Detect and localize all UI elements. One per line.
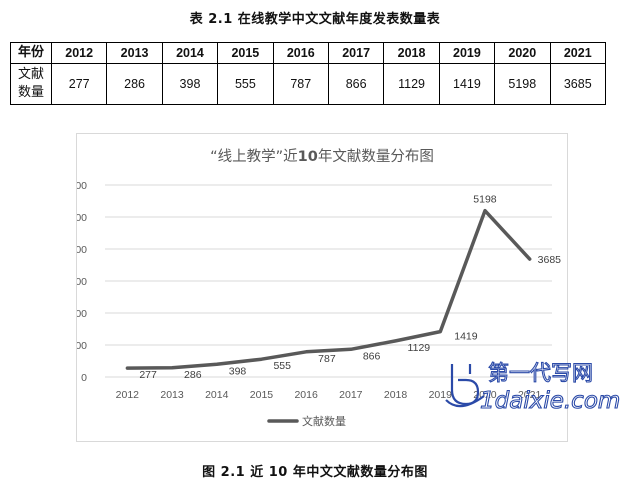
data-label: 1129 — [408, 342, 431, 354]
year-cell: 2019 — [438, 42, 496, 64]
year-cell: 2016 — [272, 42, 329, 64]
x-tick-label: 2019 — [429, 389, 453, 401]
data-label: 398 — [229, 365, 247, 377]
chart-svg: “线上教学”近10年文献数量分布图 0 1000 2000 3000 4000 5000 60… — [77, 148, 562, 428]
data-label: 5198 — [473, 194, 497, 206]
x-tick-label: 2017 — [339, 389, 363, 401]
x-tick-label: 2015 — [250, 389, 274, 401]
year-cell: 2017 — [327, 42, 385, 64]
year-cell: 2012 — [50, 42, 108, 64]
data-label: 1419 — [454, 331, 478, 343]
data-label: 277 — [139, 369, 157, 381]
x-tick-label: 2020 — [473, 389, 497, 401]
watermark-line2: 1daixie.com — [480, 388, 620, 414]
x-tick-label: 2018 — [384, 389, 408, 401]
value-label-line2: 数量 — [17, 85, 44, 100]
y-tick-label: 3000 — [77, 276, 87, 288]
x-tick-label: 2016 — [294, 389, 318, 401]
x-tick-label: 2021 — [518, 389, 542, 401]
watermark-emblem — [445, 364, 485, 408]
line-chart: “线上教学”近10年文献数量分布图 0 1000 2000 3000 4000 5000 60… — [76, 133, 568, 442]
count-cell: 1129 — [383, 63, 440, 105]
y-tick-label: 5000 — [77, 212, 87, 224]
count-cell: 286 — [106, 63, 163, 105]
count-cell: 398 — [161, 63, 219, 105]
figure-caption: 图 2.1 近 10 年中文文献数量分布图 — [202, 465, 428, 480]
count-cell: 277 — [50, 63, 108, 105]
watermark-line1: 第一代写网 — [488, 361, 593, 385]
year-cell: 2015 — [217, 42, 274, 64]
y-tick-label: 0 — [81, 372, 87, 384]
header-label: 年份 — [10, 42, 52, 64]
year-cell: 2013 — [106, 42, 163, 64]
year-cell: 2020 — [494, 42, 551, 64]
data-label: 866 — [363, 350, 381, 362]
table-value-row: 文献 数量 277 286 398 555 787 866 1129 1419 … — [10, 63, 607, 105]
legend-label: 文献数量 — [302, 414, 346, 428]
data-label: 286 — [184, 369, 202, 381]
chart-title: “线上教学”近10年文献数量分布图 — [210, 148, 434, 165]
year-cell: 2014 — [161, 42, 219, 64]
year-cell: 2018 — [383, 42, 440, 64]
data-label: 787 — [318, 353, 336, 365]
table-title: 表 2.1 在线教学中文文献年度发表数量表 — [189, 12, 441, 27]
y-tick-label: 1000 — [77, 340, 87, 352]
value-label-line1: 文献 — [17, 67, 44, 82]
count-cell: 5198 — [494, 63, 551, 105]
x-tick-label: 2014 — [205, 389, 229, 401]
x-tick-label: 2012 — [116, 389, 140, 401]
data-label: 555 — [273, 360, 291, 372]
year-cell: 2021 — [549, 42, 607, 64]
y-tick-label: 4000 — [77, 244, 87, 256]
x-tick-label: 2013 — [160, 389, 184, 401]
count-cell: 866 — [327, 63, 385, 105]
table-header-row: 年份 2012 2013 2014 2015 2016 2017 2018 20… — [10, 42, 607, 64]
value-label: 文献 数量 — [10, 63, 52, 105]
count-cell: 1419 — [438, 63, 496, 105]
count-cell: 555 — [217, 63, 274, 105]
count-cell: 787 — [272, 63, 329, 105]
data-label: 3685 — [538, 254, 562, 266]
y-tick-label: 6000 — [77, 180, 87, 192]
count-cell: 3685 — [549, 63, 607, 105]
y-tick-label: 2000 — [77, 308, 87, 320]
watermark-logo: 第一代写网 1daixie.com — [445, 360, 621, 415]
series-line — [125, 208, 532, 370]
data-table: 年份 2012 2013 2014 2015 2016 2017 2018 20… — [10, 42, 607, 105]
